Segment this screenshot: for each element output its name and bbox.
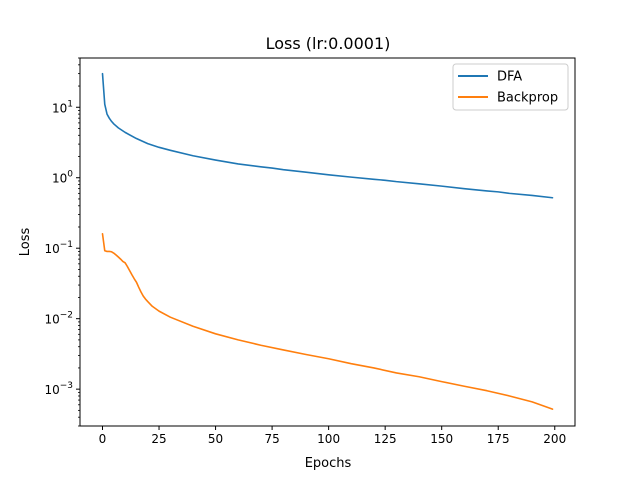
legend-label-dfa: DFA bbox=[497, 70, 522, 85]
y-tick-label: 101 bbox=[52, 99, 73, 115]
y-tick-label: 10−1 bbox=[44, 240, 73, 256]
x-tick-label: 200 bbox=[543, 432, 566, 446]
x-tick-label: 0 bbox=[99, 432, 107, 446]
series-line-dfa bbox=[101, 72, 554, 199]
y-tick-label: 10−3 bbox=[44, 381, 73, 397]
series-line-backprop bbox=[101, 233, 554, 410]
y-tick-label: 10−2 bbox=[44, 311, 73, 327]
legend-label-backprop: Backprop bbox=[497, 91, 558, 106]
x-axis-ticks: 0 25 50 75 100 125 150 175 200 bbox=[99, 426, 566, 446]
x-tick-label: 50 bbox=[208, 432, 223, 446]
y-axis-label: Loss bbox=[18, 228, 33, 257]
x-tick-label: 150 bbox=[430, 432, 453, 446]
x-tick-label: 25 bbox=[151, 432, 166, 446]
axes-frame bbox=[79, 57, 576, 427]
x-axis-label: Epochs bbox=[305, 456, 352, 471]
x-tick-label: 125 bbox=[374, 432, 397, 446]
x-tick-label: 175 bbox=[487, 432, 510, 446]
chart-title: Loss (lr:0.0001) bbox=[266, 34, 391, 53]
x-tick-label: 75 bbox=[264, 432, 279, 446]
legend: DFA Backprop bbox=[452, 63, 569, 111]
x-tick-label: 100 bbox=[317, 432, 340, 446]
y-tick-label: 100 bbox=[52, 170, 73, 186]
series-layer bbox=[101, 72, 554, 410]
y-axis-ticks: 10−3 10−2 10−1 100 101 bbox=[44, 57, 80, 427]
